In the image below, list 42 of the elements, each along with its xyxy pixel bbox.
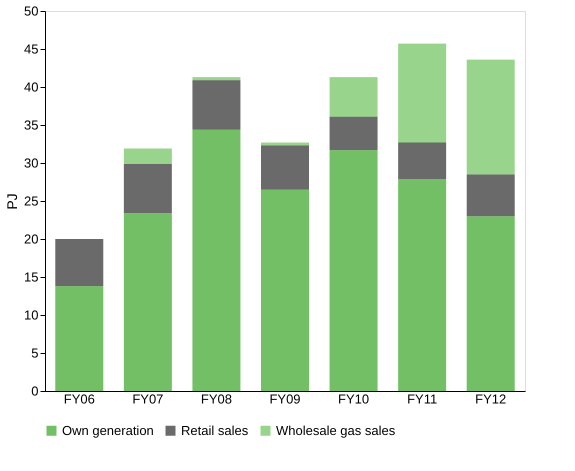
- y-tick-label: 10: [24, 308, 38, 322]
- bar: [261, 190, 309, 391]
- x-tick-label: FY06: [64, 392, 95, 406]
- bar: [124, 164, 172, 214]
- bar: [466, 60, 515, 174]
- x-tick-label: FY12: [475, 392, 506, 406]
- bar: [261, 146, 309, 190]
- bar: [124, 148, 172, 164]
- bar: [261, 142, 309, 146]
- bar: [398, 178, 446, 391]
- y-tick-label: 30: [24, 156, 38, 170]
- bar: [55, 286, 104, 391]
- y-tick-label: 25: [24, 194, 38, 208]
- x-tick-label: FY10: [338, 392, 370, 406]
- bar: [55, 239, 104, 286]
- bar: [398, 142, 446, 179]
- x-tick-label: FY09: [269, 392, 301, 406]
- x-tick-label: FY07: [132, 392, 164, 406]
- bar: [124, 213, 172, 391]
- bar: [330, 116, 378, 150]
- y-tick-label: 45: [24, 42, 38, 56]
- x-tick-label: FY08: [200, 392, 232, 406]
- legend-label: Retail sales: [181, 422, 249, 438]
- y-tick-label: 50: [24, 4, 38, 18]
- y-tick-label: 0: [31, 384, 38, 398]
- x-tick-label: FY11: [407, 392, 438, 406]
- legend-label: Wholesale gas sales: [276, 422, 396, 438]
- y-tick-label: 20: [24, 232, 38, 246]
- y-tick-label: 35: [24, 118, 38, 132]
- y-tick-label: 15: [24, 270, 38, 284]
- bar: [466, 174, 515, 216]
- bar: [330, 150, 378, 391]
- bar: [330, 77, 378, 117]
- bar: [192, 130, 240, 391]
- bar: [466, 216, 515, 391]
- bar: [398, 44, 446, 142]
- legend-label: Own generation: [62, 422, 154, 438]
- bar: [192, 80, 240, 130]
- y-tick-label: 40: [24, 80, 38, 94]
- y-tick-label: 5: [31, 346, 38, 360]
- bar: [192, 77, 240, 80]
- y-axis-title: PJ: [4, 193, 20, 210]
